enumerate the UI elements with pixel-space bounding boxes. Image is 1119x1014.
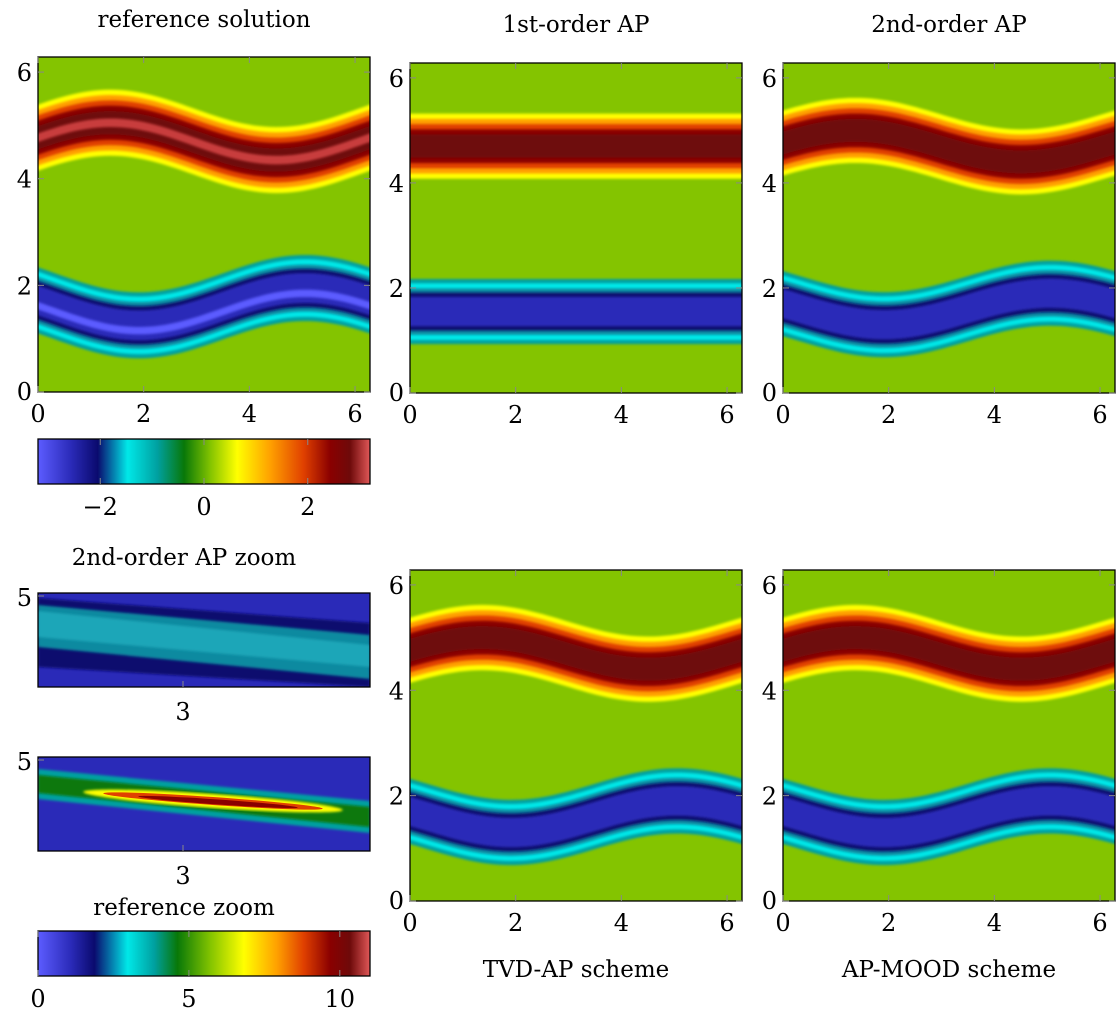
y-tick-label: 0 <box>762 379 777 407</box>
x-tick-label: 2 <box>881 401 896 429</box>
heatmap-field <box>783 570 1115 901</box>
x-tick-label: 0 <box>775 401 790 429</box>
x-tick-label: 6 <box>1092 909 1107 937</box>
zoom-panel-ref <box>37 756 371 852</box>
panel-title: 1st-order AP <box>502 12 649 38</box>
y-tick-label: 6 <box>762 572 777 600</box>
zoom-panel-ap <box>37 592 371 688</box>
y-tick-label: 6 <box>762 65 777 93</box>
x-tick-label: 4 <box>987 909 1002 937</box>
zoom-title: reference zoom <box>93 895 275 921</box>
x-tick-label: 0 <box>30 400 45 428</box>
plot-frame <box>409 62 743 394</box>
y-tick-label: 2 <box>762 275 777 303</box>
zoom-title: 2nd-order AP zoom <box>72 545 297 571</box>
y-tick-label: 4 <box>762 170 777 198</box>
x-tick-label: 4 <box>614 909 629 937</box>
colorbar-tick-label: 0 <box>30 985 45 1013</box>
y-tick-label: 0 <box>762 887 777 915</box>
zoom-frame <box>37 592 371 688</box>
plot-frame <box>409 569 743 902</box>
negative-band-level-5 <box>410 786 742 848</box>
heatmap-panel-3 <box>782 62 1116 394</box>
colorbar-2 <box>37 930 371 977</box>
y-tick-label: 0 <box>17 378 32 406</box>
x-tick-label: 6 <box>719 401 734 429</box>
x-tick-label: 6 <box>1092 401 1107 429</box>
heatmap-field <box>783 63 1115 393</box>
plot-frame <box>782 62 1116 394</box>
x-tick-label: 4 <box>242 400 257 428</box>
y-tick-label: 5 <box>17 748 32 776</box>
colorbar-tick-label: 5 <box>181 985 196 1013</box>
y-tick-label: 6 <box>389 65 404 93</box>
x-tick-label: 6 <box>719 909 734 937</box>
heatmap-field <box>410 570 742 901</box>
negative-band-core <box>38 289 370 335</box>
positive-band-level-5 <box>783 118 1115 174</box>
x-tick-label: 4 <box>614 401 629 429</box>
colorbar-1 <box>37 438 371 485</box>
plot-frame <box>782 569 1116 902</box>
x-tick-label: 2 <box>508 401 523 429</box>
positive-band-level-5 <box>410 134 742 158</box>
zoom-frame <box>37 756 371 852</box>
positive-band-level-5 <box>783 626 1115 681</box>
y-tick-label: 6 <box>389 572 404 600</box>
heatmap-field <box>410 63 742 393</box>
x-tick-label: 3 <box>175 862 190 890</box>
panel-title: AP-MOOD scheme <box>841 957 1056 983</box>
colorbar-tick-label: 2 <box>300 493 315 521</box>
heatmap-panel-5 <box>782 569 1116 902</box>
x-tick-label: 4 <box>987 401 1002 429</box>
heatmap-field <box>38 57 370 392</box>
plot-frame <box>37 56 371 393</box>
x-tick-label: 2 <box>136 400 151 428</box>
x-tick-label: 2 <box>508 909 523 937</box>
panel-title: TVD-AP scheme <box>483 957 670 983</box>
heatmap-panel-4 <box>409 569 743 902</box>
x-tick-label: 3 <box>175 698 190 726</box>
negative-band-level-5 <box>410 296 742 327</box>
y-tick-label: 4 <box>762 677 777 705</box>
heatmap-panel-1 <box>37 56 371 393</box>
heatmap-panel-2 <box>409 62 743 394</box>
y-tick-label: 2 <box>389 783 404 811</box>
zoom-hot-core <box>138 795 298 809</box>
y-tick-label: 2 <box>389 275 404 303</box>
y-tick-label: 5 <box>17 584 32 612</box>
x-tick-label: 2 <box>881 909 896 937</box>
y-tick-label: 4 <box>389 677 404 705</box>
colorbar-tick-label: 0 <box>196 493 211 521</box>
negative-band-level-5 <box>38 273 370 341</box>
panel-title: 2nd-order AP <box>871 12 1027 38</box>
colorbar-frame <box>37 930 371 977</box>
x-tick-label: 0 <box>402 401 417 429</box>
positive-band-core <box>38 118 370 165</box>
x-tick-label: 0 <box>402 909 417 937</box>
zoom-light-band <box>38 611 370 667</box>
y-tick-label: 6 <box>17 59 32 87</box>
y-tick-label: 4 <box>17 166 32 194</box>
y-tick-label: 2 <box>762 783 777 811</box>
y-tick-label: 0 <box>389 887 404 915</box>
zoom-field <box>38 593 370 687</box>
panel-title: reference solution <box>97 7 310 33</box>
colorbar-gradient <box>38 931 370 976</box>
y-tick-label: 4 <box>389 170 404 198</box>
x-tick-label: 0 <box>775 909 790 937</box>
colorbar-tick-label: −2 <box>83 493 118 521</box>
negative-band-level-5 <box>783 278 1115 340</box>
colorbar-gradient <box>38 439 370 484</box>
negative-band-level-5 <box>783 786 1115 848</box>
zoom-field <box>38 757 370 851</box>
positive-band-level-5 <box>410 626 742 681</box>
x-tick-label: 6 <box>347 400 362 428</box>
y-tick-label: 0 <box>389 379 404 407</box>
colorbar-tick-label: 10 <box>325 985 356 1013</box>
y-tick-label: 2 <box>17 272 32 300</box>
